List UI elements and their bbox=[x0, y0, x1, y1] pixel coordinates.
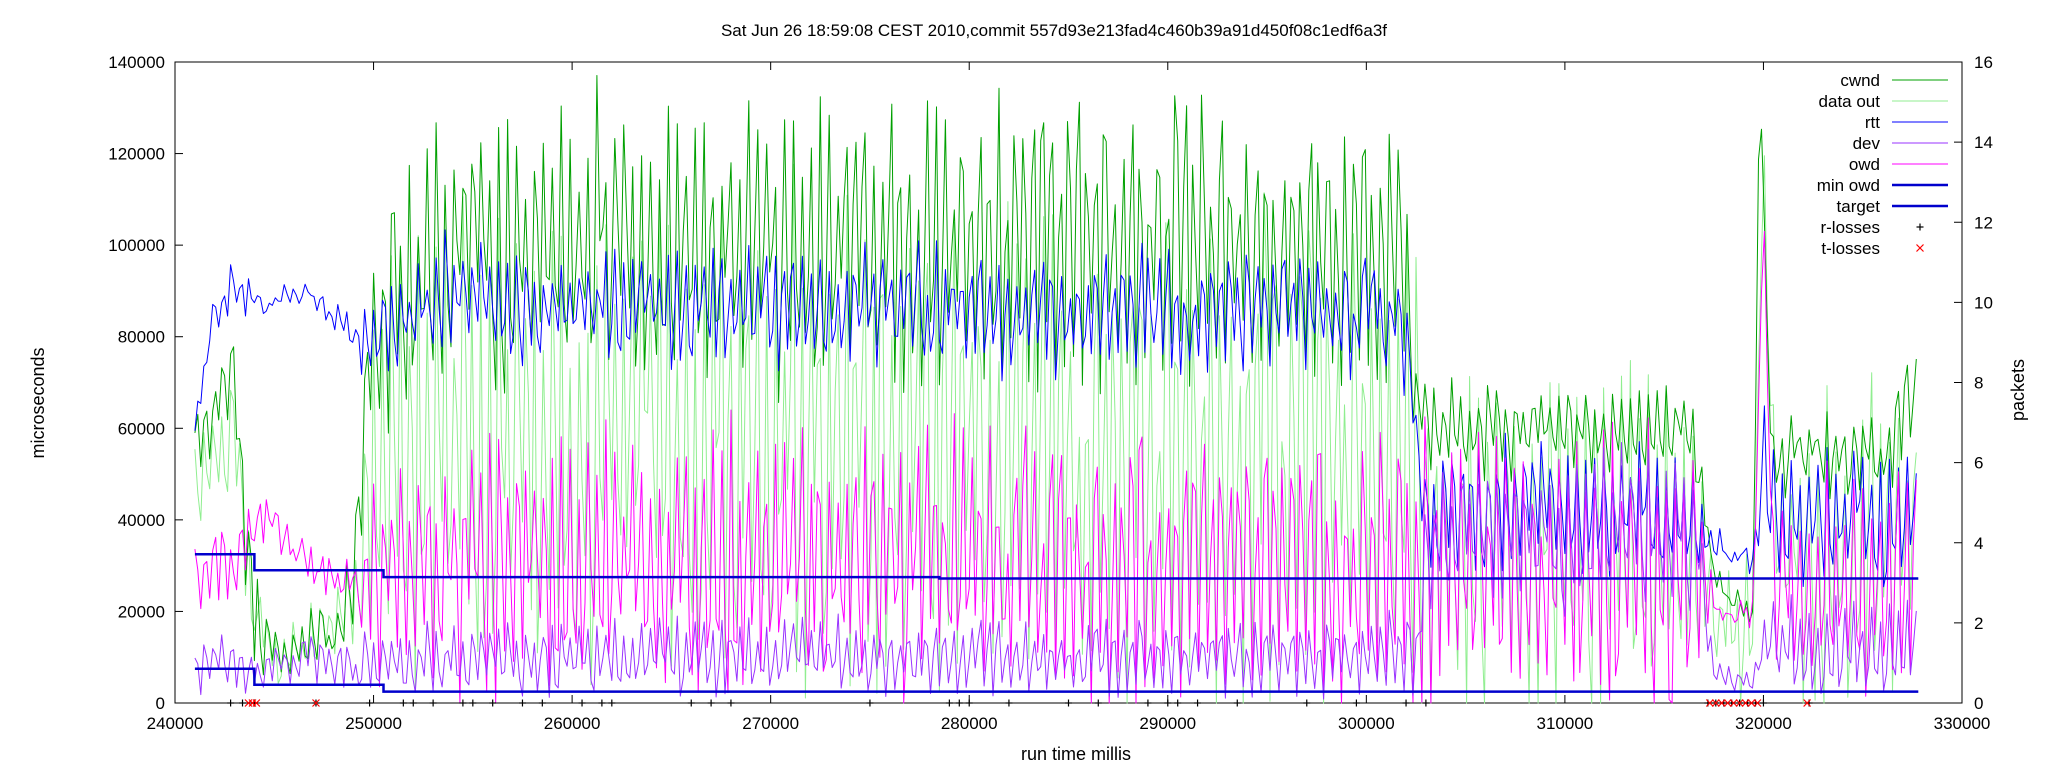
axes-layer: 240000 250000 260000 270000 280000 290000 3000… bbox=[108, 53, 1993, 733]
y-axis-title: microseconds bbox=[28, 347, 48, 458]
series-r-losses-marker bbox=[1303, 699, 1311, 707]
series-r-losses-marker bbox=[409, 699, 417, 707]
series-r-losses-marker bbox=[1005, 699, 1013, 707]
y-tick-label: 0 bbox=[156, 694, 165, 713]
y-tick-label: 20000 bbox=[118, 602, 165, 621]
series-t-losses-marker bbox=[252, 699, 261, 707]
x-tick-label: 320000 bbox=[1735, 714, 1792, 733]
legend-label-cwnd: cwnd bbox=[1840, 71, 1880, 90]
legend-label-target: target bbox=[1837, 197, 1881, 216]
series-r-losses-marker bbox=[518, 699, 526, 707]
y2-tick-label: 2 bbox=[1974, 614, 1983, 633]
y2-tick-label: 12 bbox=[1974, 213, 1993, 232]
series-r-losses-marker bbox=[866, 699, 874, 707]
series-min-owd-line bbox=[194, 667, 1919, 693]
series-r-losses-marker bbox=[239, 699, 247, 707]
legend-label-t-losses: t-losses bbox=[1821, 239, 1880, 258]
y2-tick-label: 6 bbox=[1974, 454, 1983, 473]
series-t-losses-marker bbox=[1747, 699, 1756, 707]
series-r-losses-marker bbox=[459, 699, 467, 707]
series-r-losses-marker bbox=[707, 699, 715, 707]
series-r-losses-marker bbox=[1144, 699, 1152, 707]
series-t-losses-marker bbox=[1717, 699, 1726, 707]
x-tick-label: 280000 bbox=[941, 714, 998, 733]
series-t-losses-marker bbox=[1741, 699, 1750, 707]
legend-swatch-r-losses bbox=[1916, 223, 1924, 231]
series-r-losses-marker bbox=[1233, 699, 1241, 707]
series-r-losses-marker bbox=[578, 699, 586, 707]
x-tick-label: 260000 bbox=[544, 714, 601, 733]
legend-label-dev: dev bbox=[1853, 134, 1881, 153]
series-r-losses-marker bbox=[429, 699, 437, 707]
series-r-losses-marker bbox=[366, 699, 374, 707]
series-r-losses-marker bbox=[608, 699, 616, 707]
series-r-losses-marker bbox=[1065, 699, 1072, 707]
y2-tick-label: 8 bbox=[1974, 374, 1983, 393]
series-layer bbox=[194, 75, 1919, 707]
series-r-losses-marker bbox=[1094, 699, 1102, 707]
y2-tick-label: 14 bbox=[1974, 133, 1993, 152]
x-tick-label: 270000 bbox=[742, 714, 799, 733]
y2-tick-label: 10 bbox=[1974, 293, 1993, 312]
x-tick-label: 330000 bbox=[1934, 714, 1991, 733]
series-t-losses-marker bbox=[1753, 699, 1762, 707]
series-r-losses-marker bbox=[1194, 699, 1202, 707]
legend-label-min-owd: min owd bbox=[1817, 176, 1880, 195]
series-t-losses-marker bbox=[1735, 699, 1744, 707]
x-axis-title: run time millis bbox=[1021, 744, 1131, 764]
x-tick-label: 290000 bbox=[1139, 714, 1196, 733]
legend: cwnd data out rtt dev owd min owd target r-loss… bbox=[1817, 71, 1948, 258]
y2-tick-label: 4 bbox=[1974, 534, 1983, 553]
y2-tick-label: 0 bbox=[1974, 694, 1983, 713]
series-r-losses-marker bbox=[538, 699, 546, 707]
series-r-losses-marker bbox=[945, 699, 953, 707]
series-r-losses-marker bbox=[1422, 699, 1430, 707]
series-t-losses-marker bbox=[312, 699, 320, 707]
series-dev-line bbox=[194, 442, 1917, 700]
series-r-losses-marker bbox=[1174, 699, 1182, 707]
x-tick-label: 310000 bbox=[1537, 714, 1594, 733]
series-r-losses-marker bbox=[687, 699, 695, 707]
x-tick-label: 300000 bbox=[1338, 714, 1395, 733]
x-tick-label: 240000 bbox=[147, 714, 204, 733]
y-tick-label: 60000 bbox=[118, 419, 165, 438]
legend-label-rtt: rtt bbox=[1865, 113, 1880, 132]
series-r-losses-marker bbox=[1352, 699, 1360, 707]
series-r-losses-marker bbox=[489, 699, 497, 707]
legend-label-data-out: data out bbox=[1819, 92, 1881, 111]
series-t-losses-marker bbox=[1729, 699, 1738, 707]
y2-axis-title: packets bbox=[2008, 359, 2028, 421]
x-tick-label: 250000 bbox=[345, 714, 402, 733]
series-t-losses-marker bbox=[1711, 699, 1720, 707]
series-r-losses-marker bbox=[727, 699, 735, 707]
chart-title: Sat Jun 26 18:59:08 CEST 2010,commit 557… bbox=[721, 21, 1387, 40]
series-target-line bbox=[194, 552, 1919, 580]
legend-label-r-losses: r-losses bbox=[1820, 218, 1880, 237]
series-t-losses-marker bbox=[1803, 699, 1812, 707]
y-tick-label: 40000 bbox=[118, 511, 165, 530]
series-r-losses-marker bbox=[399, 699, 407, 707]
y-tick-label: 120000 bbox=[108, 145, 165, 164]
series-t-losses-marker bbox=[1705, 699, 1714, 707]
series-r-losses-marker bbox=[1402, 699, 1410, 707]
y-tick-label: 100000 bbox=[108, 236, 165, 255]
series-t-losses-marker bbox=[1723, 699, 1732, 707]
series-r-losses-marker bbox=[955, 699, 963, 707]
series-r-losses-marker bbox=[469, 699, 477, 707]
series-r-losses-marker bbox=[227, 699, 235, 707]
legend-swatch-t-losses bbox=[1916, 244, 1924, 252]
y-tick-label: 80000 bbox=[118, 328, 165, 347]
series-r-losses-marker bbox=[598, 699, 606, 707]
y2-tick-label: 16 bbox=[1974, 53, 1993, 72]
y-tick-label: 140000 bbox=[108, 53, 165, 72]
legend-label-owd: owd bbox=[1849, 155, 1880, 174]
